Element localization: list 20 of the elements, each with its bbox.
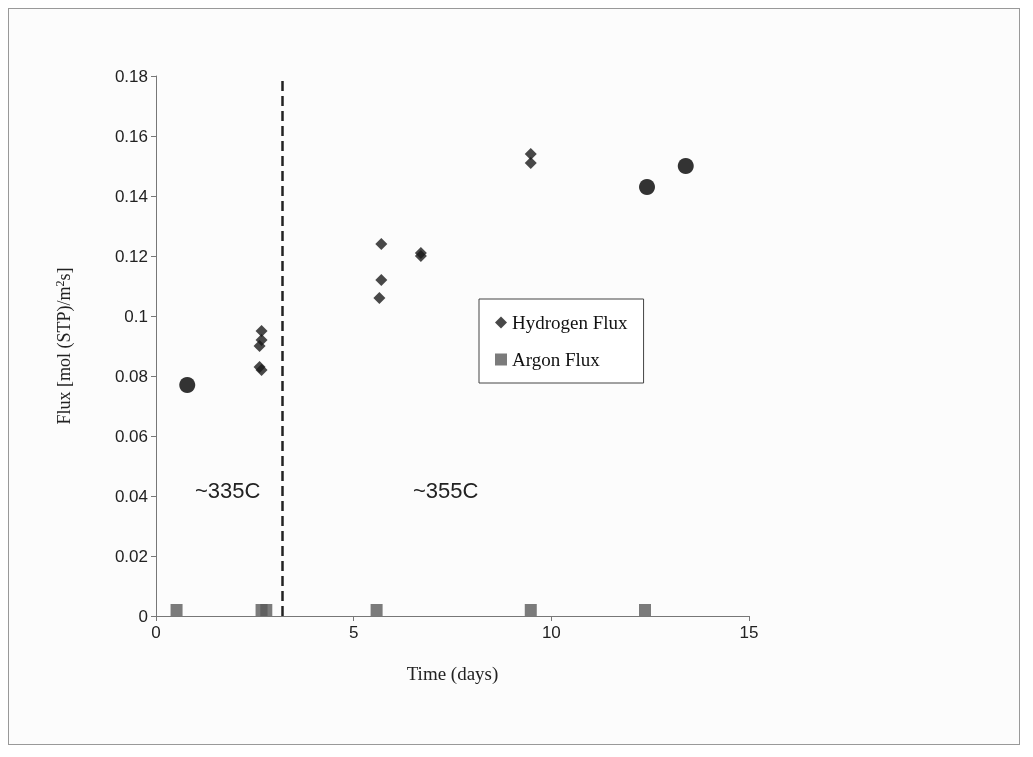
y-tick-label: 0.04 (114, 486, 148, 506)
annotation: ~355C (413, 477, 479, 503)
y-tick-label: 0.08 (114, 366, 148, 386)
x-axis-title: Time (days) (406, 663, 499, 685)
annotation: ~335C (195, 477, 261, 503)
y-tick-label: 0.06 (114, 426, 148, 446)
legend-label: Hydrogen Flux (512, 312, 629, 333)
x-tick-label: 5 (348, 623, 359, 642)
y-tick-label: 0 (138, 606, 148, 626)
y-tick-label: 0.1 (124, 306, 148, 326)
legend-label: Argon Flux (512, 349, 601, 370)
x-tick-label: 0 (151, 623, 161, 642)
y-tick-label: 0.14 (114, 186, 148, 206)
x-tick-label: 15 (739, 623, 759, 642)
y-tick-label: 0.16 (114, 126, 148, 146)
y-tick-label: 0.18 (114, 66, 148, 86)
y-tick-label: 0.02 (114, 546, 148, 566)
x-tick-label: 10 (541, 623, 561, 642)
y-tick-label: 0.12 (114, 246, 148, 266)
y-axis-title: Flux [mol (STP)/m2s] (53, 267, 75, 425)
